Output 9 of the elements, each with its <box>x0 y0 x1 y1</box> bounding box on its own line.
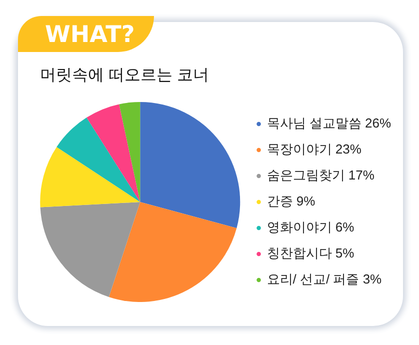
legend-label: 목사님 설교말씀 26% <box>266 116 392 131</box>
legend-label: 영화이야기 6% <box>266 220 355 235</box>
legend-label: 요리/ 선교/ 퍼즐 3% <box>266 272 382 287</box>
legend-label: 간증 9% <box>266 194 316 209</box>
chart-title: 머릿속에 떠오르는 코너 <box>40 66 209 86</box>
legend-label: 숨은그림찾기 17% <box>266 168 375 183</box>
legend-label: 칭찬합시다 5% <box>266 246 355 261</box>
legend-label: 목장이야기 23% <box>266 142 362 157</box>
text: WHAT? <box>45 22 135 48</box>
